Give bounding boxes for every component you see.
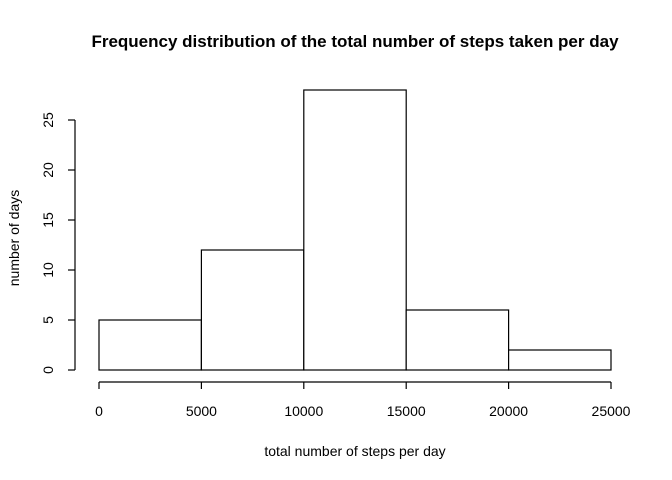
y-tick-label: 15 xyxy=(40,212,56,228)
histogram-bar-3 xyxy=(405,309,510,371)
x-tick-label: 15000 xyxy=(387,403,426,419)
x-tick-label: 5000 xyxy=(186,403,217,419)
y-tick-label: 0 xyxy=(40,366,56,374)
x-axis: 0 5000 10000 15000 20000 25000 xyxy=(95,381,631,419)
histogram-bar-0 xyxy=(98,319,203,371)
histogram-bar-1 xyxy=(200,249,305,371)
x-tick-label: 10000 xyxy=(284,403,323,419)
y-axis: 0 5 10 15 20 25 xyxy=(40,112,76,374)
y-axis-label: number of days xyxy=(6,190,22,287)
y-tick-label: 25 xyxy=(40,112,56,128)
y-tick-label: 5 xyxy=(40,316,56,324)
histogram-bar-2 xyxy=(303,89,407,371)
x-tick-label: 20000 xyxy=(489,403,528,419)
chart-title: Frequency distribution of the total numb… xyxy=(91,32,619,51)
y-tick-label: 20 xyxy=(40,162,56,178)
bars-group xyxy=(98,89,612,371)
y-tick-label: 10 xyxy=(40,262,56,278)
x-tick-label: 25000 xyxy=(592,403,631,419)
x-axis-label: total number of steps per day xyxy=(264,443,445,459)
histogram-bar-4 xyxy=(508,349,612,371)
x-tick-label: 0 xyxy=(95,403,103,419)
